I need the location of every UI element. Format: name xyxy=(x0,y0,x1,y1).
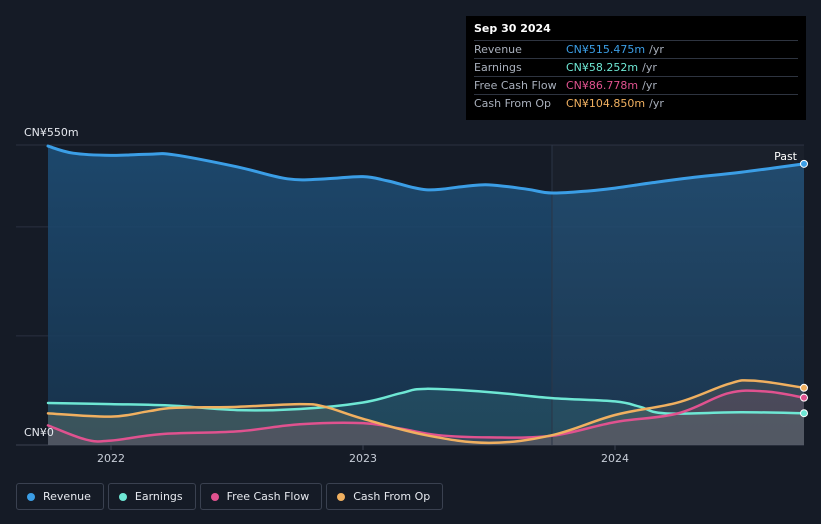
tooltip-unit: /yr xyxy=(649,43,664,56)
legend-item-free-cash-flow[interactable]: Free Cash Flow xyxy=(199,483,323,510)
end-point-free-cash-flow xyxy=(800,393,808,402)
legend-dot-icon xyxy=(337,492,346,501)
line-revenue xyxy=(46,144,806,195)
tooltip-value: CN¥86.778m xyxy=(566,79,639,92)
tooltip-row-free-cash-flow: Free Cash Flow CN¥86.778m /yr xyxy=(474,77,798,95)
tooltip-label: Free Cash Flow xyxy=(474,79,557,92)
tooltip-row-revenue: Revenue CN¥515.475m /yr xyxy=(474,41,798,59)
legend-dot-icon xyxy=(118,492,127,501)
y-tick-label: CN¥0 xyxy=(24,426,54,439)
tooltip-label: Earnings xyxy=(474,61,522,74)
legend: Revenue Earnings Free Cash Flow Cash Fro… xyxy=(16,483,444,510)
y-tick-label: CN¥550m xyxy=(24,126,79,139)
end-point-revenue xyxy=(800,159,808,168)
area-cash-from-op xyxy=(48,380,804,445)
tooltip-value: CN¥515.475m xyxy=(566,43,646,56)
series-end-dots xyxy=(800,159,808,418)
legend-label: Cash From Op xyxy=(353,490,431,503)
series-lines xyxy=(46,144,806,445)
tooltip-value: CN¥58.252m xyxy=(566,61,639,74)
tooltip-row-cash-from-op: Cash From Op CN¥104.850m /yr xyxy=(474,95,798,112)
legend-item-revenue[interactable]: Revenue xyxy=(16,483,104,510)
tooltip-value: CN¥104.850m xyxy=(566,97,646,110)
tooltip-date: Sep 30 2024 xyxy=(474,22,798,41)
legend-label: Revenue xyxy=(43,490,91,503)
tooltip-label: Cash From Op xyxy=(474,97,552,110)
tooltip-unit: /yr xyxy=(642,61,657,74)
line-free-cash-flow xyxy=(46,389,806,443)
legend-dot-icon xyxy=(210,492,219,501)
legend-item-cash-from-op[interactable]: Cash From Op xyxy=(326,483,444,510)
past-label: Past xyxy=(774,150,798,163)
tooltip-panel: Sep 30 2024 Revenue CN¥515.475m /yr Earn… xyxy=(466,16,806,120)
tooltip-label: Revenue xyxy=(474,43,522,56)
x-tick-label: 2022 xyxy=(97,452,125,465)
x-axis-labels: 2022 2023 2024 xyxy=(97,445,629,465)
x-tick-label: 2023 xyxy=(349,452,377,465)
area-revenue xyxy=(48,146,804,445)
tooltip-unit: /yr xyxy=(642,79,657,92)
legend-label: Earnings xyxy=(134,490,183,503)
tooltip-row-earnings: Earnings CN¥58.252m /yr xyxy=(474,59,798,77)
legend-label: Free Cash Flow xyxy=(226,490,310,503)
x-tick-label: 2024 xyxy=(601,452,629,465)
end-point-earnings xyxy=(800,409,808,418)
end-point-cash-from-op xyxy=(800,383,808,392)
line-cash-from-op xyxy=(46,379,806,445)
legend-item-earnings[interactable]: Earnings xyxy=(107,483,196,510)
y-axis-labels: CN¥550m CN¥0 xyxy=(24,126,79,439)
tooltip-unit: /yr xyxy=(649,97,664,110)
legend-dot-icon xyxy=(27,492,35,501)
